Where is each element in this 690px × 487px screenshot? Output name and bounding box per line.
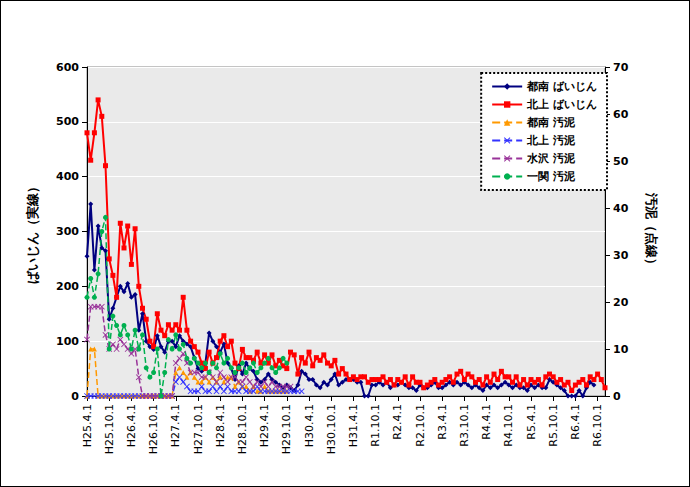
svg-text:H28.4.1: H28.4.1 (214, 404, 227, 447)
svg-text:R2.4.1: R2.4.1 (391, 404, 404, 440)
svg-text:H30.4.1: H30.4.1 (303, 404, 316, 447)
svg-text:R4.10.1: R4.10.1 (502, 404, 515, 447)
svg-text:400: 400 (56, 170, 79, 183)
svg-text:R3.10.1: R3.10.1 (458, 404, 471, 447)
svg-text:都南 ばいじん: 都南 ばいじん (526, 80, 597, 93)
svg-text:R2.10.1: R2.10.1 (414, 404, 427, 447)
svg-text:H29.4.1: H29.4.1 (258, 404, 271, 447)
svg-text:H27.4.1: H27.4.1 (169, 404, 182, 447)
svg-text:H26.10.1: H26.10.1 (147, 404, 160, 454)
svg-text:R3.4.1: R3.4.1 (436, 404, 449, 440)
svg-text:H28.10.1: H28.10.1 (236, 404, 249, 454)
svg-text:R1.10.1: R1.10.1 (369, 404, 382, 447)
svg-text:50: 50 (613, 155, 629, 168)
svg-text:北上 汚泥: 北上 汚泥 (526, 134, 576, 147)
svg-text:60: 60 (613, 108, 629, 121)
svg-text:0: 0 (613, 390, 621, 403)
svg-text:R6.4.1: R6.4.1 (569, 404, 582, 440)
svg-text:H26.4.1: H26.4.1 (125, 404, 138, 447)
svg-text:H31.4.1: H31.4.1 (347, 404, 360, 447)
svg-text:一関 汚泥: 一関 汚泥 (527, 170, 576, 183)
svg-text:R5.4.1: R5.4.1 (525, 404, 538, 440)
svg-text:20: 20 (613, 296, 629, 309)
svg-text:30: 30 (613, 249, 629, 262)
svg-text:40: 40 (613, 202, 629, 215)
svg-text:北上 ばいじん: 北上 ばいじん (526, 98, 597, 111)
svg-text:300: 300 (56, 225, 79, 238)
svg-text:100: 100 (56, 335, 79, 348)
svg-text:200: 200 (56, 280, 79, 293)
svg-text:H25.4.1: H25.4.1 (81, 404, 94, 447)
svg-text:10: 10 (613, 343, 629, 356)
svg-text:水沢 汚泥: 水沢 汚泥 (526, 152, 576, 165)
svg-text:H27.10.1: H27.10.1 (192, 404, 205, 454)
svg-text:H30.10.1: H30.10.1 (325, 404, 338, 454)
svg-text:600: 600 (56, 61, 79, 74)
svg-text:都南 汚泥: 都南 汚泥 (526, 116, 576, 129)
svg-text:H25.10.1: H25.10.1 (103, 404, 116, 454)
svg-text:70: 70 (613, 61, 629, 74)
svg-text:ばいじん（実線）: ばいじん（実線） (25, 180, 40, 284)
svg-text:R4.4.1: R4.4.1 (480, 404, 493, 440)
svg-text:R6.10.1: R6.10.1 (591, 404, 604, 447)
svg-text:R5.10.1: R5.10.1 (547, 404, 560, 447)
svg-text:汚泥（点線）: 汚泥（点線） (644, 192, 659, 271)
svg-text:500: 500 (56, 115, 79, 128)
svg-text:H29.10.1: H29.10.1 (280, 404, 293, 454)
svg-text:0: 0 (71, 390, 79, 403)
